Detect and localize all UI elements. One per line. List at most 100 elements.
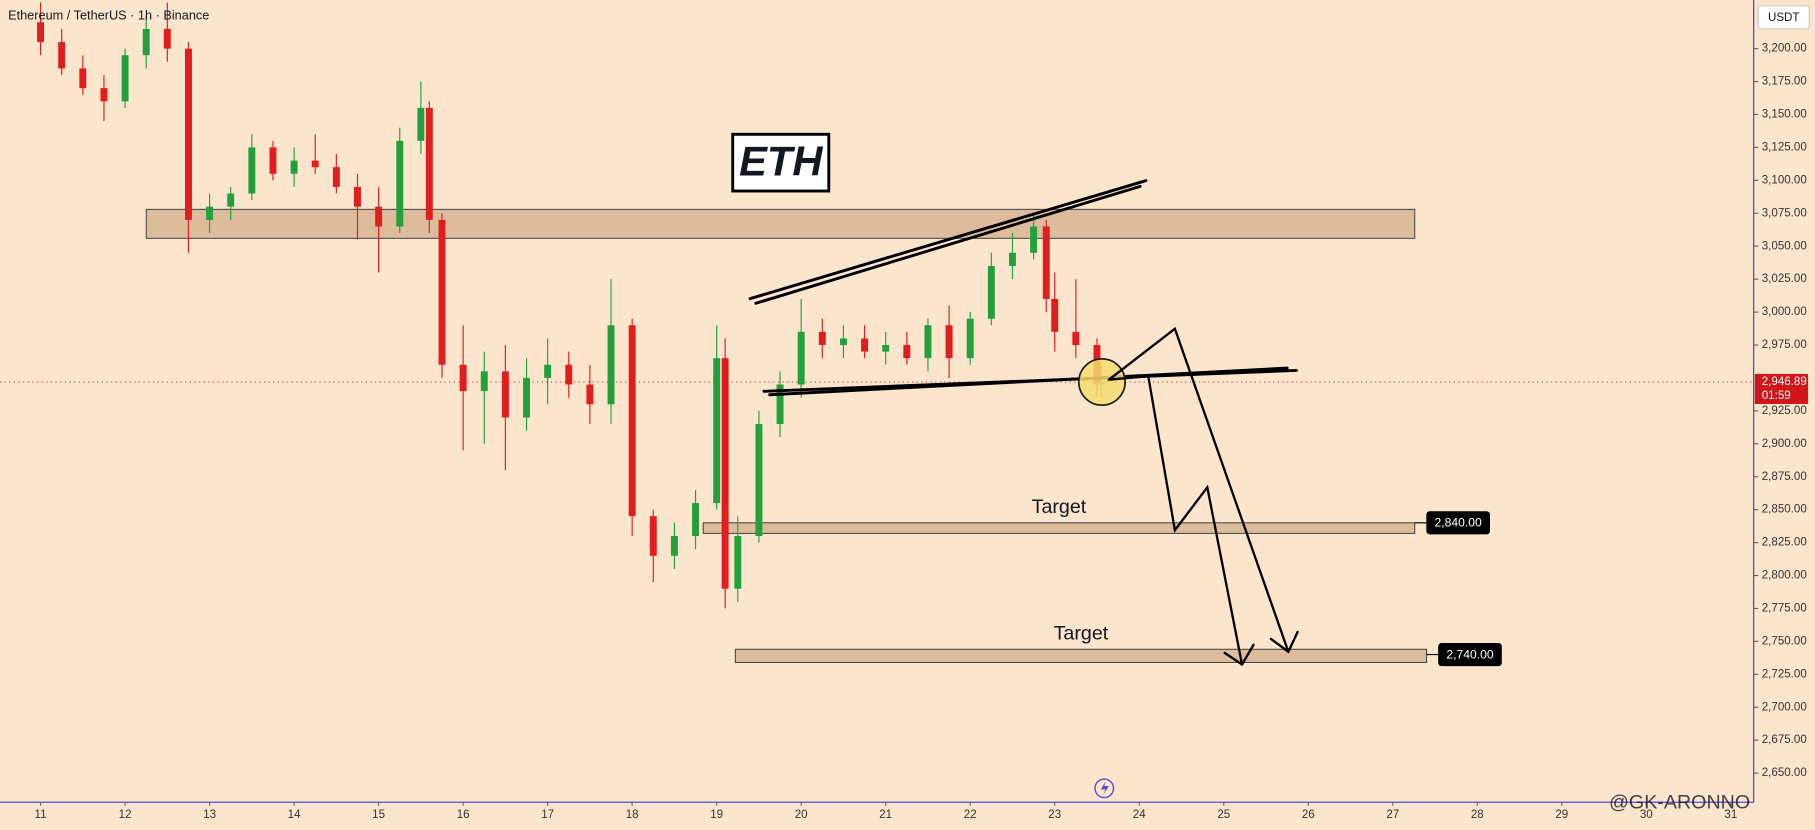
y-tick-label: 3,175.00 — [1762, 76, 1807, 88]
logo-frame — [731, 132, 831, 193]
candle-body — [425, 107, 433, 220]
y-tick-label: 2,725.00 — [1762, 668, 1807, 680]
candle-body — [142, 28, 150, 56]
trend-line — [748, 179, 1148, 301]
candle-body — [713, 358, 721, 504]
candle-body — [354, 186, 361, 207]
candle-body — [417, 107, 425, 141]
price-zone — [702, 522, 1416, 534]
y-tick-label: 2,700.00 — [1762, 701, 1807, 713]
x-tick-label: 22 — [964, 809, 977, 821]
x-tick-label: 12 — [119, 809, 132, 821]
candle-body — [1072, 331, 1080, 345]
candle-body — [861, 338, 869, 352]
target-label: 2,740.00 — [1446, 647, 1494, 661]
y-tick-label: 3,100.00 — [1762, 174, 1807, 186]
price-zone — [145, 208, 1416, 239]
candle-body — [396, 140, 404, 227]
candle-body — [839, 338, 847, 345]
candle-body — [332, 167, 340, 187]
candle-body — [375, 206, 383, 227]
y-tick-label: 3,200.00 — [1762, 43, 1807, 55]
trend-line — [768, 366, 1289, 397]
x-tick-label: 21 — [879, 809, 892, 821]
candle-body — [1042, 226, 1050, 299]
y-tick-label: 2,750.00 — [1762, 635, 1807, 647]
y-tick-label: 2,875.00 — [1762, 471, 1807, 483]
candle-body — [628, 325, 636, 517]
candle-body — [480, 371, 488, 392]
candle-body — [945, 325, 953, 359]
candle-body — [438, 219, 446, 365]
y-tick-label: 2,800.00 — [1762, 570, 1807, 582]
target-label: 2,840.00 — [1435, 516, 1483, 530]
axis-layer: 2,650.00 2,675.00 2,700.00 2,725.00 2,750.00… — [35, 43, 1807, 821]
y-tick-label: 2,975.00 — [1762, 339, 1807, 351]
candle-body — [311, 160, 319, 168]
trend-line — [754, 184, 1142, 305]
candle-body — [523, 377, 530, 418]
breakout-circle — [1077, 357, 1126, 407]
arrow-head — [1269, 630, 1299, 654]
y-tick-label: 2,675.00 — [1762, 734, 1807, 746]
price-zone — [734, 648, 1428, 663]
y-tick-label: 3,150.00 — [1762, 109, 1807, 121]
candle-body — [227, 193, 235, 207]
drawings — [748, 179, 1299, 667]
candle-body — [1008, 252, 1016, 266]
candle-body — [79, 68, 87, 89]
x-tick-label: 13 — [203, 809, 216, 821]
x-tick-label: 26 — [1302, 809, 1315, 821]
candle-body — [721, 358, 729, 589]
projection-arrow — [1107, 326, 1290, 653]
x-tick-label: 16 — [457, 809, 470, 821]
y-tick-label: 2,925.00 — [1762, 405, 1807, 417]
candle-body — [121, 55, 129, 102]
x-tick-label: 29 — [1555, 809, 1568, 821]
countdown: 01:59 — [1762, 390, 1791, 402]
x-tick-label: 20 — [795, 809, 808, 821]
candle-body — [1030, 226, 1038, 253]
y-tick-label: 2,900.00 — [1762, 438, 1807, 450]
candle-body — [797, 331, 805, 385]
candle-body — [58, 42, 66, 69]
x-tick-label: 11 — [35, 809, 47, 821]
chart-title: Ethereum / TetherUS · 1h · Binance — [8, 8, 209, 23]
projection-arrow — [1107, 374, 1244, 666]
tag-layer: Target 2,840.00 Target 2,740.00 2,946.89 01:5… — [1032, 373, 1809, 667]
y-tick-label: 3,025.00 — [1762, 273, 1807, 285]
x-tick-label: 27 — [1386, 809, 1399, 821]
currency: USDT — [1768, 12, 1799, 24]
y-tick-label: 3,125.00 — [1762, 141, 1807, 153]
target-tag — [1426, 511, 1490, 535]
candle-body — [184, 48, 192, 220]
candle-body — [501, 371, 509, 418]
logo-box: ETH — [731, 132, 831, 193]
candle-body — [100, 88, 108, 102]
candle-body — [544, 364, 552, 378]
y-tick-label: 2,650.00 — [1762, 767, 1807, 779]
candle-body — [755, 424, 763, 536]
candle-body — [670, 535, 678, 556]
y-tick-label: 3,075.00 — [1762, 207, 1807, 219]
candle-layer — [37, 2, 1105, 609]
y-tick-label: 3,000.00 — [1762, 306, 1807, 318]
x-tick-label: 15 — [372, 809, 385, 821]
replay-icon[interactable] — [1094, 778, 1115, 799]
candle-body — [776, 384, 784, 425]
currency-box[interactable] — [1757, 5, 1810, 30]
candle-body — [459, 364, 467, 392]
x-tick-label: 31 — [1724, 809, 1737, 821]
x-tick-label: 23 — [1048, 809, 1061, 821]
candle-body — [987, 265, 995, 319]
x-tick-label: 25 — [1217, 809, 1230, 821]
x-tick-label: 19 — [710, 809, 723, 821]
candle-body — [924, 325, 932, 359]
candle-body — [269, 147, 277, 174]
candle-body — [692, 503, 700, 536]
arrow-head — [1223, 643, 1255, 667]
x-tick-label: 18 — [626, 809, 639, 821]
target-text: Target — [1032, 496, 1087, 518]
candle-body — [206, 206, 214, 220]
